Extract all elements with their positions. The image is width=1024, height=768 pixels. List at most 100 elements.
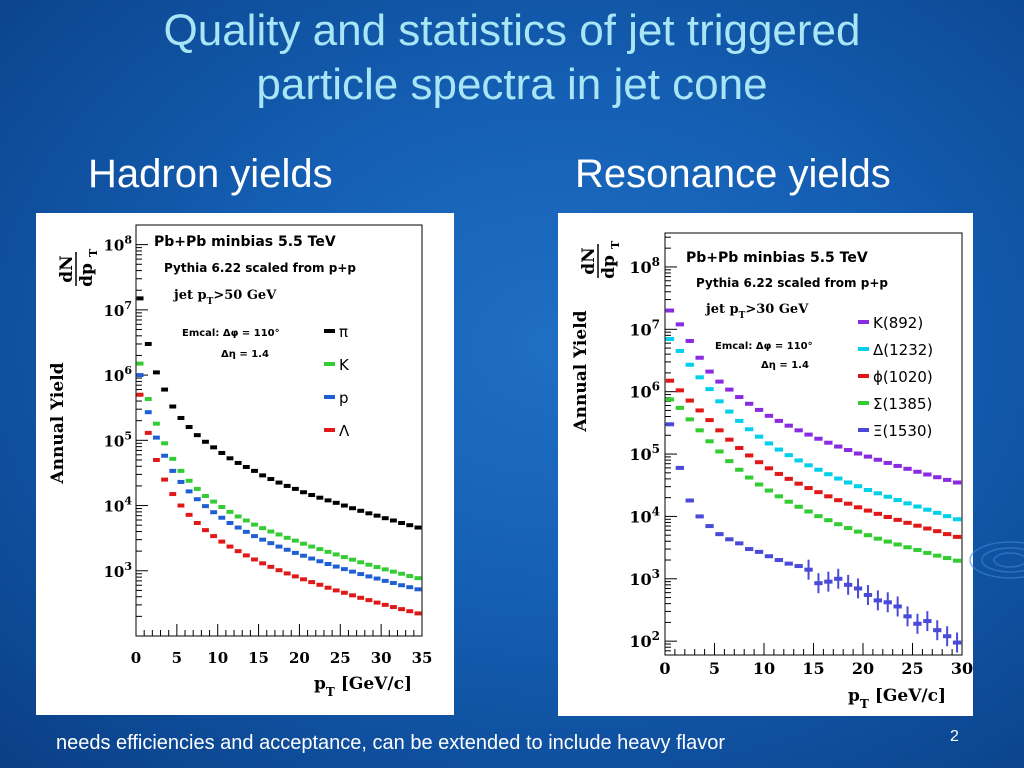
data-point: [406, 585, 414, 590]
data-point: [893, 517, 902, 522]
data-point: [357, 572, 365, 577]
data-point: [242, 464, 250, 469]
x-tick-label: 0: [659, 659, 670, 678]
y-tick-label: 103: [629, 567, 660, 589]
data-point: [389, 580, 397, 585]
data-point: [715, 449, 724, 454]
legend-label: Δ(1232): [873, 341, 933, 359]
data-point: [144, 410, 152, 415]
data-point: [685, 398, 694, 403]
data-point: [389, 518, 397, 523]
data-point: [291, 486, 299, 491]
chart-note-cut: jet pT>50 GeV: [173, 288, 277, 307]
y-tick-label-exponent: 3: [124, 560, 132, 573]
data-point: [161, 387, 169, 392]
data-point: [725, 409, 734, 414]
data-point: [324, 562, 332, 567]
data-point: [234, 549, 242, 554]
data-point: [267, 541, 275, 546]
data-point: [357, 508, 365, 513]
data-point: [308, 544, 316, 549]
y-tick-label: 106: [629, 380, 660, 402]
data-point: [251, 468, 258, 473]
data-point: [923, 472, 932, 477]
chart-emcal-line-1: Emcal: Δφ = 110°: [182, 328, 280, 339]
y-tick-label: 106: [103, 364, 132, 385]
y-tick-label-base: 10: [629, 320, 651, 339]
data-point: [267, 477, 275, 482]
data-point: [804, 509, 813, 514]
data-point: [226, 544, 234, 549]
data-point: [735, 541, 744, 546]
x-tick-label: 35: [412, 649, 433, 667]
data-point: [324, 585, 332, 590]
data-point: [824, 518, 833, 523]
chart-note-cut-sub: T: [739, 311, 746, 321]
data-point: [414, 525, 422, 530]
hadron-yields-chart-panel: 103 104 105 106 107 108 0 5 10 15 20 25 30 35 pT [GeV/c…: [36, 213, 454, 715]
y-tick-label: 105: [103, 429, 132, 450]
x-tick-label: 25: [901, 659, 923, 678]
legend-label: K(892): [873, 314, 923, 332]
legend-marker: [858, 374, 869, 378]
data-point: [843, 480, 853, 485]
data-point: [923, 526, 932, 531]
data-point: [784, 561, 793, 566]
data-point: [774, 418, 784, 423]
data-point: [725, 387, 734, 392]
data-point: [705, 369, 714, 374]
data-point: [242, 518, 250, 523]
data-point: [764, 441, 774, 446]
y-axis-fraction-sub: T: [609, 240, 622, 249]
data-point: [764, 488, 774, 493]
y-tick-label-exponent: 8: [124, 234, 132, 247]
data-point: [913, 504, 922, 509]
y-tick-label-exponent: 7: [124, 299, 132, 312]
y-axis-fraction-denominator: dp: [599, 255, 619, 279]
data-point: [715, 379, 724, 384]
data-point: [283, 571, 291, 576]
y-tick-label-exponent: 4: [652, 504, 660, 518]
data-point: [275, 532, 283, 537]
data-point: [725, 459, 734, 464]
y-tick-label-exponent: 2: [652, 629, 660, 643]
hadron-yields-subtitle: Hadron yields: [88, 152, 333, 196]
y-tick-label-exponent: 7: [652, 317, 660, 331]
y-axis-fraction: dN dp T: [57, 248, 100, 287]
data-point: [933, 475, 942, 480]
data-point: [814, 436, 823, 441]
slide-title: Quality and statistics of jet triggered …: [0, 4, 1024, 112]
data-point: [259, 526, 267, 531]
data-point: [365, 562, 373, 567]
chart-header: Pb+Pb minbias 5.5 TeV: [686, 250, 868, 266]
x-tick-label: 25: [330, 649, 351, 667]
legend-label: K: [339, 356, 350, 374]
data-point: [863, 488, 873, 493]
y-axis-fraction-sub: T: [87, 248, 100, 257]
data-point: [784, 499, 793, 504]
data-point: [234, 525, 242, 530]
data-point: [665, 308, 675, 313]
legend-label: Λ: [339, 422, 350, 440]
data-point: [152, 457, 160, 462]
data-point: [144, 341, 152, 346]
data-point: [675, 405, 685, 410]
chart-emcal-line-2: Δη = 1.4: [761, 360, 809, 371]
y-tick-label-base: 10: [103, 367, 124, 385]
data-point: [784, 453, 793, 458]
y-tick-label-exponent: 3: [652, 567, 660, 581]
legend-label: π: [339, 323, 348, 341]
data-point: [883, 539, 892, 544]
y-tick-label-base: 10: [629, 445, 651, 464]
data-point: [715, 532, 724, 537]
data-point: [893, 498, 902, 503]
y-tick-label-base: 10: [103, 498, 124, 516]
data-point: [744, 475, 754, 480]
data-point: [251, 534, 258, 539]
data-point: [744, 547, 754, 552]
data-point: [903, 466, 912, 471]
data-point: [942, 477, 952, 482]
data-point: [259, 473, 267, 478]
data-point: [177, 479, 185, 484]
